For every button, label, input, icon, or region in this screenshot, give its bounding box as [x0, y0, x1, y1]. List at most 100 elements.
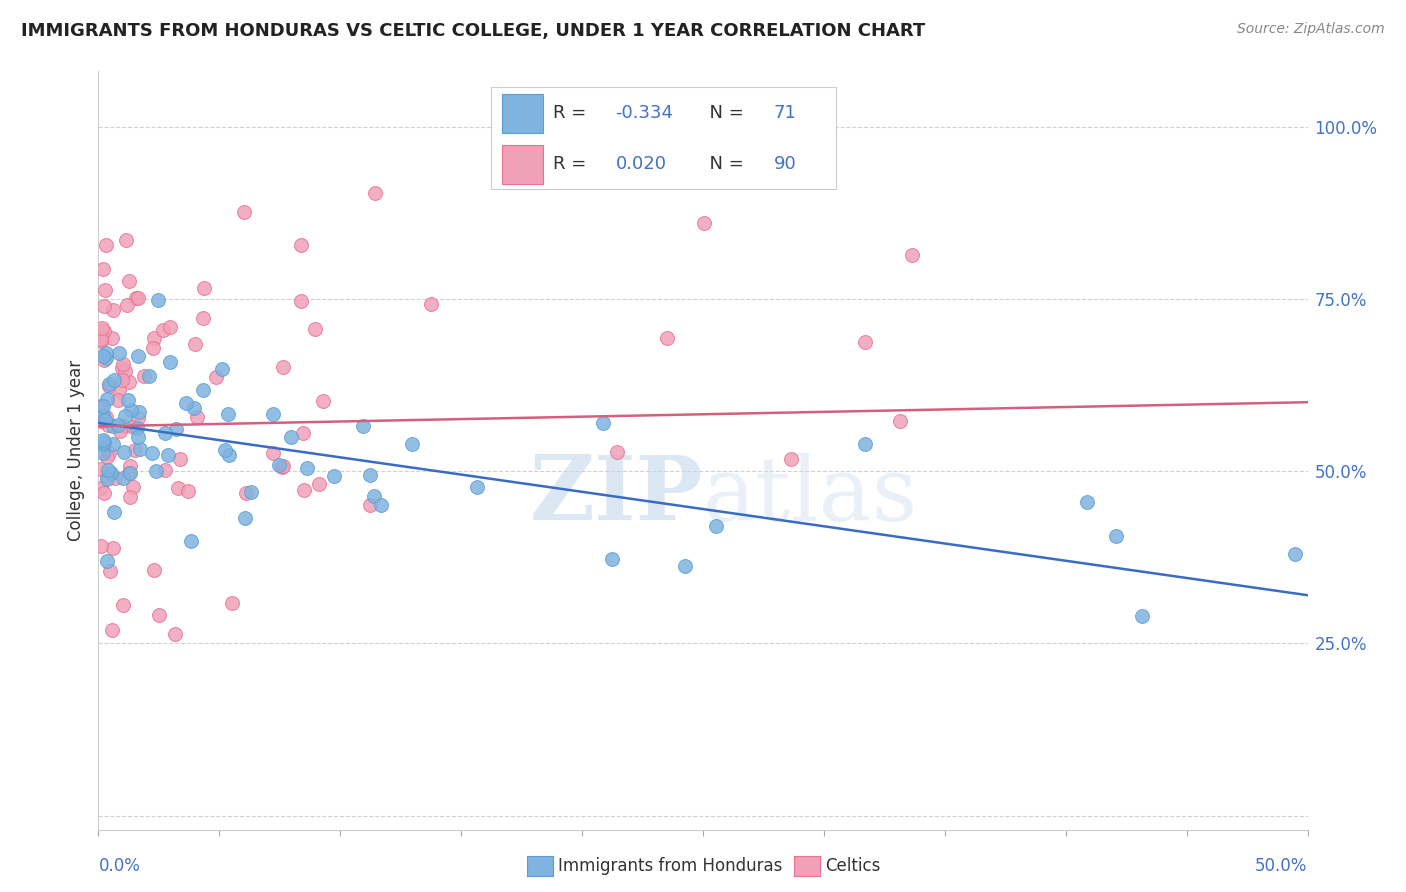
Point	[221, 596, 243, 610]
Point	[115, 233, 138, 247]
Point	[290, 238, 312, 252]
Point	[103, 373, 125, 387]
Point	[121, 480, 143, 494]
Point	[101, 302, 124, 317]
Text: Source: ZipAtlas.com: Source: ZipAtlas.com	[1237, 22, 1385, 37]
Point	[111, 373, 134, 387]
Point	[157, 448, 180, 462]
Point	[145, 464, 167, 478]
Point	[98, 564, 121, 578]
Point	[98, 378, 121, 392]
Point	[290, 293, 312, 308]
Point	[91, 350, 114, 364]
Point	[592, 416, 614, 430]
Point	[118, 459, 141, 474]
Point	[122, 419, 145, 434]
Point	[117, 274, 139, 288]
Point	[100, 467, 122, 481]
Point	[127, 430, 149, 444]
Point	[97, 463, 120, 477]
Point	[153, 463, 176, 477]
Point	[103, 437, 125, 451]
Point	[112, 471, 135, 485]
Point	[103, 419, 125, 434]
Point	[420, 297, 443, 311]
Point	[889, 414, 911, 428]
Point	[107, 392, 129, 407]
Point	[292, 426, 315, 441]
Point	[93, 435, 115, 450]
Point	[107, 418, 129, 433]
Point	[90, 481, 112, 495]
Point	[704, 519, 727, 533]
Point	[124, 291, 146, 305]
Point	[96, 467, 118, 482]
Point	[211, 361, 233, 376]
Point	[159, 355, 181, 369]
Point	[118, 466, 141, 480]
Point	[101, 541, 124, 555]
Point	[128, 442, 150, 457]
Point	[363, 489, 385, 503]
Text: 0.0%: 0.0%	[98, 857, 141, 875]
Point	[96, 237, 118, 252]
Point	[292, 483, 315, 498]
Point	[262, 407, 284, 421]
Point	[239, 484, 262, 499]
Point	[186, 410, 208, 425]
Point	[177, 484, 200, 499]
Point	[308, 477, 330, 491]
Point	[127, 349, 149, 363]
Point	[112, 358, 135, 372]
Point	[110, 360, 132, 375]
Point	[96, 554, 118, 568]
Point	[94, 346, 117, 360]
Point	[1076, 495, 1098, 509]
Y-axis label: College, Under 1 year: College, Under 1 year	[67, 359, 86, 541]
Point	[90, 332, 112, 346]
Point	[359, 467, 381, 482]
Point	[112, 445, 135, 459]
Point	[90, 539, 112, 553]
Point	[193, 310, 215, 325]
Point	[304, 322, 326, 336]
Point	[183, 337, 205, 351]
Point	[93, 324, 115, 338]
Point	[90, 462, 112, 476]
Point	[180, 533, 202, 548]
Point	[146, 293, 169, 307]
Point	[271, 359, 294, 374]
Point	[111, 598, 134, 612]
Point	[91, 434, 114, 448]
Point	[90, 321, 112, 335]
Point	[267, 458, 290, 472]
Point	[191, 383, 214, 397]
Point	[127, 292, 149, 306]
Point	[692, 216, 714, 230]
Point	[91, 446, 114, 460]
Point	[97, 417, 120, 432]
Point	[271, 458, 294, 473]
Point	[108, 424, 131, 438]
Point	[97, 377, 120, 392]
Text: ZIP: ZIP	[530, 452, 703, 540]
Point	[127, 421, 149, 435]
Point	[96, 392, 118, 407]
Point	[90, 414, 112, 428]
Point	[104, 471, 127, 485]
Point	[93, 299, 115, 313]
Point	[606, 444, 628, 458]
Point	[90, 399, 112, 413]
Point	[370, 498, 392, 512]
Point	[1284, 547, 1306, 561]
Point	[163, 626, 186, 640]
Point	[90, 334, 112, 348]
Point	[1105, 529, 1128, 543]
Point	[364, 186, 387, 201]
Text: Immigrants from Honduras: Immigrants from Honduras	[558, 857, 783, 875]
Point	[217, 407, 239, 421]
Point	[295, 460, 318, 475]
Point	[94, 413, 117, 427]
Text: atlas: atlas	[703, 452, 918, 540]
Point	[111, 419, 134, 434]
